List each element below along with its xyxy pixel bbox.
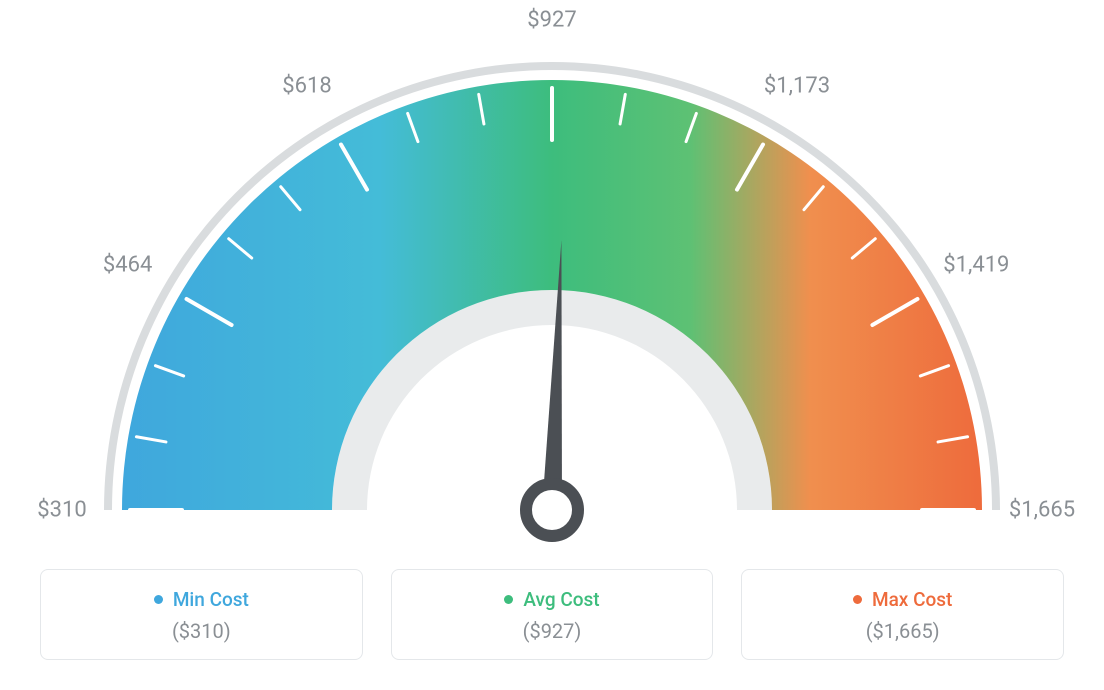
gauge-tick-label: $1,665	[1009, 498, 1075, 523]
legend-dot-max	[853, 595, 862, 604]
legend-title-min: Min Cost	[154, 588, 249, 611]
gauge-chart: $310 $464 $618 $927 $1,173 $1,419 $1,665	[0, 0, 1104, 560]
gauge-svg	[0, 0, 1104, 560]
gauge-tick-label: $1,419	[943, 253, 1009, 278]
gauge-tick-label: $618	[282, 73, 331, 98]
legend-dot-avg	[504, 595, 513, 604]
legend-label-min: Min Cost	[173, 588, 249, 611]
gauge-tick-label: $1,173	[764, 73, 830, 98]
legend-row: Min Cost ($310) Avg Cost ($927) Max Cost…	[0, 569, 1104, 690]
gauge-tick-label: $310	[37, 498, 86, 523]
legend-card-min: Min Cost ($310)	[40, 569, 363, 660]
legend-label-max: Max Cost	[872, 588, 952, 611]
legend-title-max: Max Cost	[853, 588, 952, 611]
legend-dot-min	[154, 595, 163, 604]
gauge-needle-hub	[526, 484, 578, 536]
gauge-tick-label: $927	[527, 8, 576, 33]
legend-title-avg: Avg Cost	[504, 588, 599, 611]
legend-value-avg: ($927)	[402, 619, 703, 643]
legend-card-avg: Avg Cost ($927)	[391, 569, 714, 660]
legend-card-max: Max Cost ($1,665)	[741, 569, 1064, 660]
legend-value-max: ($1,665)	[752, 619, 1053, 643]
gauge-tick-label: $464	[103, 253, 152, 278]
legend-label-avg: Avg Cost	[523, 588, 599, 611]
legend-value-min: ($310)	[51, 619, 352, 643]
